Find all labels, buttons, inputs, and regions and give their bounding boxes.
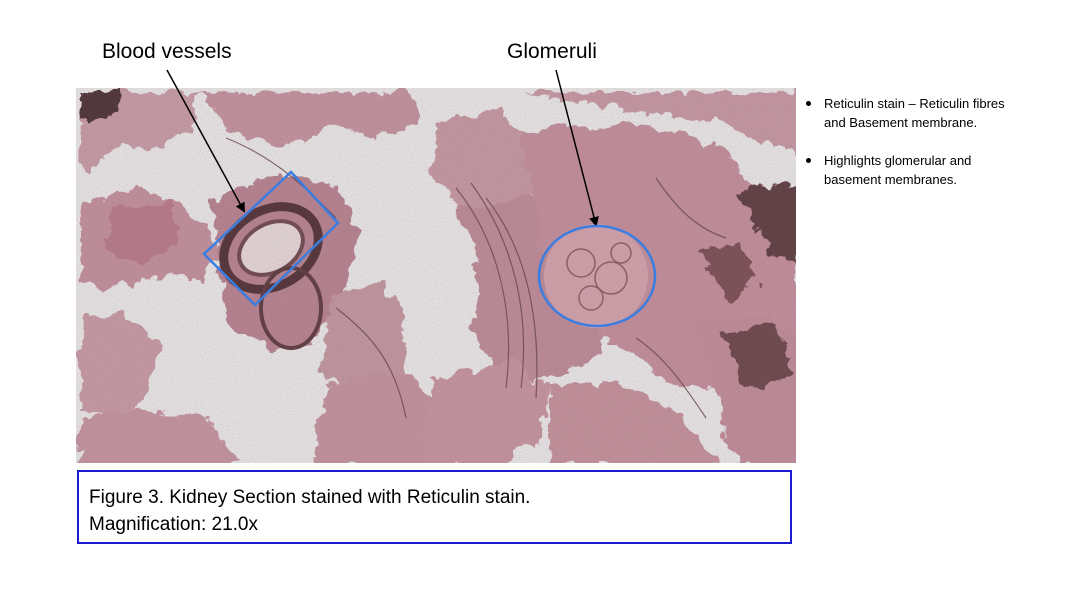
bullet-icon (806, 101, 811, 106)
figure-caption: Figure 3. Kidney Section stained with Re… (77, 470, 792, 544)
note-text: Reticulin stain – Reticulin fibres and B… (824, 96, 1005, 130)
caption-line-title: Figure 3. Kidney Section stained with Re… (89, 487, 531, 508)
blood-vessels-label: Blood vessels (102, 40, 232, 63)
note-text: Highlights glomerular and basement membr… (824, 153, 972, 187)
glomeruli-label: Glomeruli (507, 40, 597, 63)
micrograph-image (76, 88, 796, 463)
note-item: Highlights glomerular and basement membr… (805, 151, 1005, 189)
note-item: Reticulin stain – Reticulin fibres and B… (805, 94, 1005, 132)
caption-line-magnification: Magnification: 21.0x (89, 514, 258, 535)
bullet-icon (806, 158, 811, 163)
notes-list: Reticulin stain – Reticulin fibres and B… (805, 94, 1005, 208)
